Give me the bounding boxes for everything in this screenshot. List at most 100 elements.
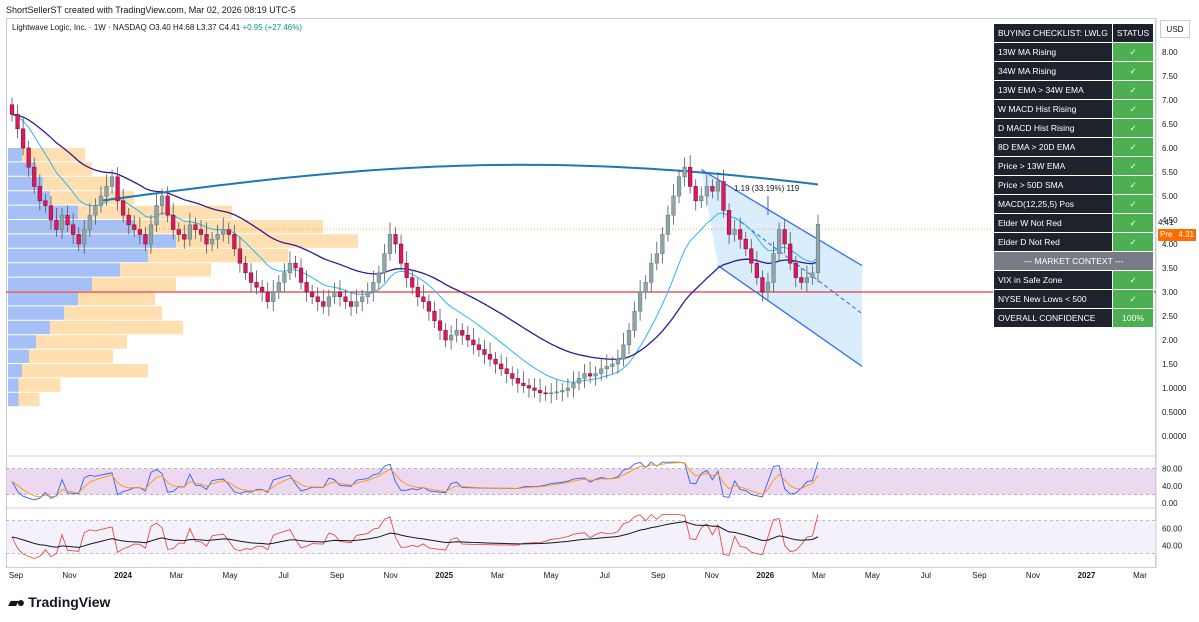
candle — [576, 371, 582, 391]
candle-body — [493, 358, 498, 365]
descending-channel-fill — [701, 169, 862, 367]
candle-body — [132, 224, 137, 230]
candle-body — [721, 181, 726, 211]
time-tick-label: Mar — [1133, 571, 1147, 580]
check-icon: ✓ — [1111, 213, 1155, 233]
candle — [221, 217, 226, 242]
candle — [104, 174, 109, 206]
check-icon: ✓ — [1111, 42, 1155, 62]
rsi-signal-line — [11, 462, 819, 498]
candle-body — [487, 354, 493, 360]
candle — [699, 186, 704, 208]
candle-body — [543, 392, 548, 395]
candle — [610, 356, 615, 374]
volume-profile-up-bar — [8, 320, 50, 335]
candle — [226, 222, 231, 244]
tradingview-logo[interactable]: ▰● TradingView — [8, 594, 110, 611]
candle-body — [626, 330, 632, 346]
candle-body — [393, 234, 398, 245]
candle — [54, 208, 59, 237]
candle — [788, 232, 793, 271]
confidence-row: OVERALL CONFIDENCE 100% — [993, 308, 1155, 328]
time-tick-label: Sep — [9, 571, 24, 580]
candle — [665, 205, 671, 242]
candle — [382, 244, 387, 283]
check-icon: ✓ — [1111, 156, 1155, 176]
channel-lower-line — [717, 265, 863, 367]
candle-body — [398, 243, 404, 264]
time-tick-label: Nov — [62, 571, 76, 580]
volume-profile-down-bar — [36, 162, 92, 176]
candle — [571, 371, 576, 398]
candle — [48, 196, 54, 230]
candle-body — [504, 368, 509, 374]
volume-profile-down-bar — [78, 292, 155, 306]
premarket-price-tag: Pre 4.31 — [1158, 229, 1196, 241]
checklist-label: Elder W Not Red — [993, 213, 1113, 233]
candle — [771, 241, 776, 292]
currency-button[interactable]: USD — [1160, 20, 1190, 38]
channel-measure-label: 1.19 (33.19%) 119 — [734, 184, 800, 193]
checklist-label: 13W MA Rising — [993, 42, 1113, 62]
price-tick-label: 6.50 — [1162, 120, 1178, 129]
attribution: ShortSellerST created with TradingView.c… — [6, 5, 296, 15]
check-icon: ✓ — [1111, 175, 1155, 195]
candle — [154, 193, 159, 232]
candle — [604, 354, 609, 379]
candle — [210, 232, 215, 252]
candle-body — [148, 224, 154, 245]
candle — [37, 174, 42, 211]
candle — [304, 270, 309, 302]
candle-body — [693, 186, 698, 202]
candle-body — [754, 262, 759, 278]
time-tick-label: 2026 — [756, 571, 774, 580]
volume-profile-down-bar — [120, 263, 211, 277]
time-tick-label: Jul — [600, 571, 610, 580]
checklist-label: 13W EMA > 34W EMA — [993, 80, 1113, 100]
time-tick-label: Mar — [170, 571, 184, 580]
candle-body — [154, 205, 159, 226]
candle-body — [560, 390, 565, 393]
candle — [721, 169, 726, 218]
candle — [298, 258, 304, 290]
candle-body — [710, 186, 715, 192]
candle — [638, 280, 643, 321]
candle — [310, 284, 315, 304]
candle — [176, 222, 181, 242]
candle — [454, 318, 459, 343]
candle — [260, 280, 265, 302]
candle — [393, 227, 398, 254]
candle — [137, 217, 142, 244]
candle — [76, 227, 81, 252]
candle — [521, 371, 526, 393]
candle — [682, 157, 687, 187]
checklist-row: 13W MA Rising ✓ — [993, 42, 1155, 62]
candle-body — [93, 205, 98, 216]
time-tick-label: May — [223, 571, 238, 580]
candle-body — [198, 229, 204, 235]
candle-body — [171, 214, 176, 230]
candle — [198, 220, 204, 242]
candle-body — [221, 229, 226, 235]
time-tick-label: Jul — [921, 571, 931, 580]
check-icon: ✓ — [1111, 137, 1155, 157]
volume-profile-down-bar — [22, 364, 148, 378]
candle-body — [515, 378, 520, 384]
candle — [215, 224, 220, 249]
volume-profile-up-bar — [8, 364, 22, 378]
candle-body — [287, 262, 293, 274]
price-tick-label: 7.50 — [1162, 72, 1178, 81]
checklist-label: Price > 13W EMA — [993, 156, 1113, 176]
time-tick-label: May — [544, 571, 559, 580]
candle — [560, 383, 565, 402]
candle — [649, 253, 654, 292]
candle-body — [454, 330, 459, 336]
candle — [43, 193, 48, 213]
candle — [460, 323, 465, 345]
check-icon: ✓ — [1111, 99, 1155, 119]
candle-body — [437, 320, 443, 331]
price-tick-label: 1.50 — [1162, 360, 1178, 369]
candle — [243, 256, 248, 280]
time-tick-label: Jul — [279, 571, 289, 580]
